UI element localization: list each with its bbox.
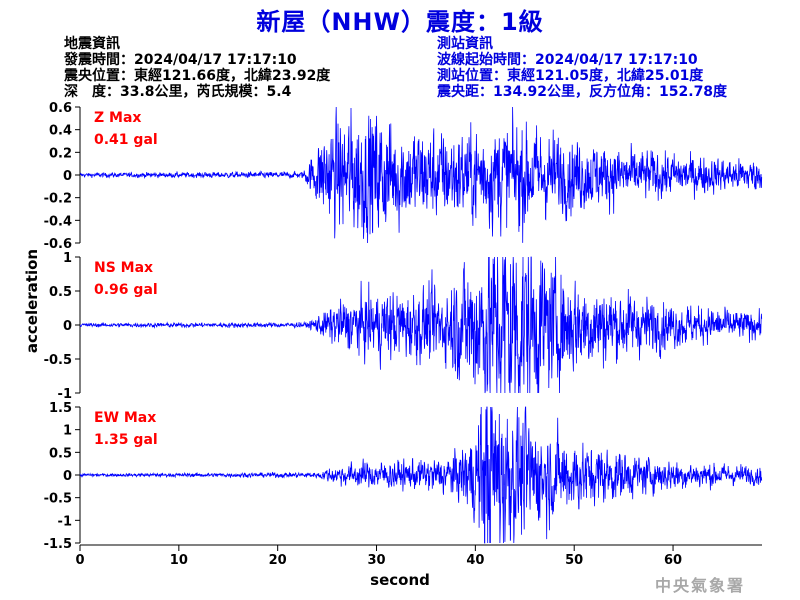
z-y-tick-label: 0.2 xyxy=(49,146,72,161)
station-info-heading: 測站資訊 xyxy=(437,36,493,52)
ew-max-value: 1.35 gal xyxy=(94,432,158,448)
ew-waveform-trace xyxy=(79,406,763,544)
z-max-label: Z Max xyxy=(94,110,141,126)
agency-name: 中央氣象署 xyxy=(655,576,746,595)
epicentral-distance: 震央距：134.92公里，反方位角：152.78度 xyxy=(437,84,728,100)
ew-y-tick-label: 0.5 xyxy=(49,446,72,461)
x-tick-label: 20 xyxy=(269,553,287,568)
ns-max-label: NS Max xyxy=(94,260,153,276)
ew-y-tick-label: -1.5 xyxy=(44,537,72,552)
ns-y-tick-label: 0 xyxy=(63,319,72,334)
ew-y-tick-label: 0 xyxy=(63,469,72,484)
quake-info-heading: 地震資訊 xyxy=(64,36,120,52)
ew-y-tick-label: -0.5 xyxy=(44,492,72,507)
z-waveform-trace xyxy=(79,106,763,244)
z-y-tick-label: 0.4 xyxy=(49,124,72,139)
ns-y-tick-label: 1 xyxy=(63,251,72,266)
origin-time: 發震時間：2024/04/17 17:17:10 xyxy=(64,52,297,68)
quake-info-block: 地震資訊 發震時間：2024/04/17 17:17:10 震央位置：東經121… xyxy=(64,36,330,100)
ew-y-tick-label: 1 xyxy=(63,424,72,439)
x-tick-label: 50 xyxy=(565,553,583,568)
z-y-tick-label: -0.4 xyxy=(44,214,72,229)
ns-y-tick-label: -1 xyxy=(58,387,72,402)
z-y-tick-label: -0.6 xyxy=(44,237,72,252)
ew-y-tick-label: 1.5 xyxy=(49,401,72,416)
z-y-tick-label: 0 xyxy=(63,169,72,184)
z-y-tick-label: 0.6 xyxy=(49,101,72,116)
ew-max-label: EW Max xyxy=(94,410,156,426)
chart-title: 新屋（NHW）震度：1級 xyxy=(256,8,544,36)
ns-y-tick-label: -0.5 xyxy=(44,353,72,368)
x-tick-label: 40 xyxy=(466,553,484,568)
ns-y-tick-label: 0.5 xyxy=(49,285,72,300)
y-axis-label: acceleration xyxy=(23,248,41,354)
z-y-tick-label: -0.2 xyxy=(44,192,72,207)
x-tick-label: 10 xyxy=(170,553,188,568)
ew-y-tick-label: -1 xyxy=(58,514,72,529)
ns-waveform-trace xyxy=(79,256,763,394)
station-info-block: 測站資訊 波線起始時間：2024/04/17 17:17:10 測站位置：東經1… xyxy=(437,36,727,100)
x-tick-label: 30 xyxy=(367,553,385,568)
wave-start-time: 波線起始時間：2024/04/17 17:17:10 xyxy=(437,52,698,68)
epicenter: 震央位置：東經121.66度，北緯23.92度 xyxy=(64,68,331,84)
ns-max-value: 0.96 gal xyxy=(94,282,158,298)
x-tick-label: 60 xyxy=(664,553,682,568)
z-max-value: 0.41 gal xyxy=(94,132,158,148)
x-axis-label: second xyxy=(370,571,430,589)
station-location: 測站位置：東經121.05度，北緯25.01度 xyxy=(437,68,704,84)
x-tick-label: 0 xyxy=(75,553,84,568)
depth-magnitude: 深 度：33.8公里，芮氏規模：5.4 xyxy=(64,84,292,100)
